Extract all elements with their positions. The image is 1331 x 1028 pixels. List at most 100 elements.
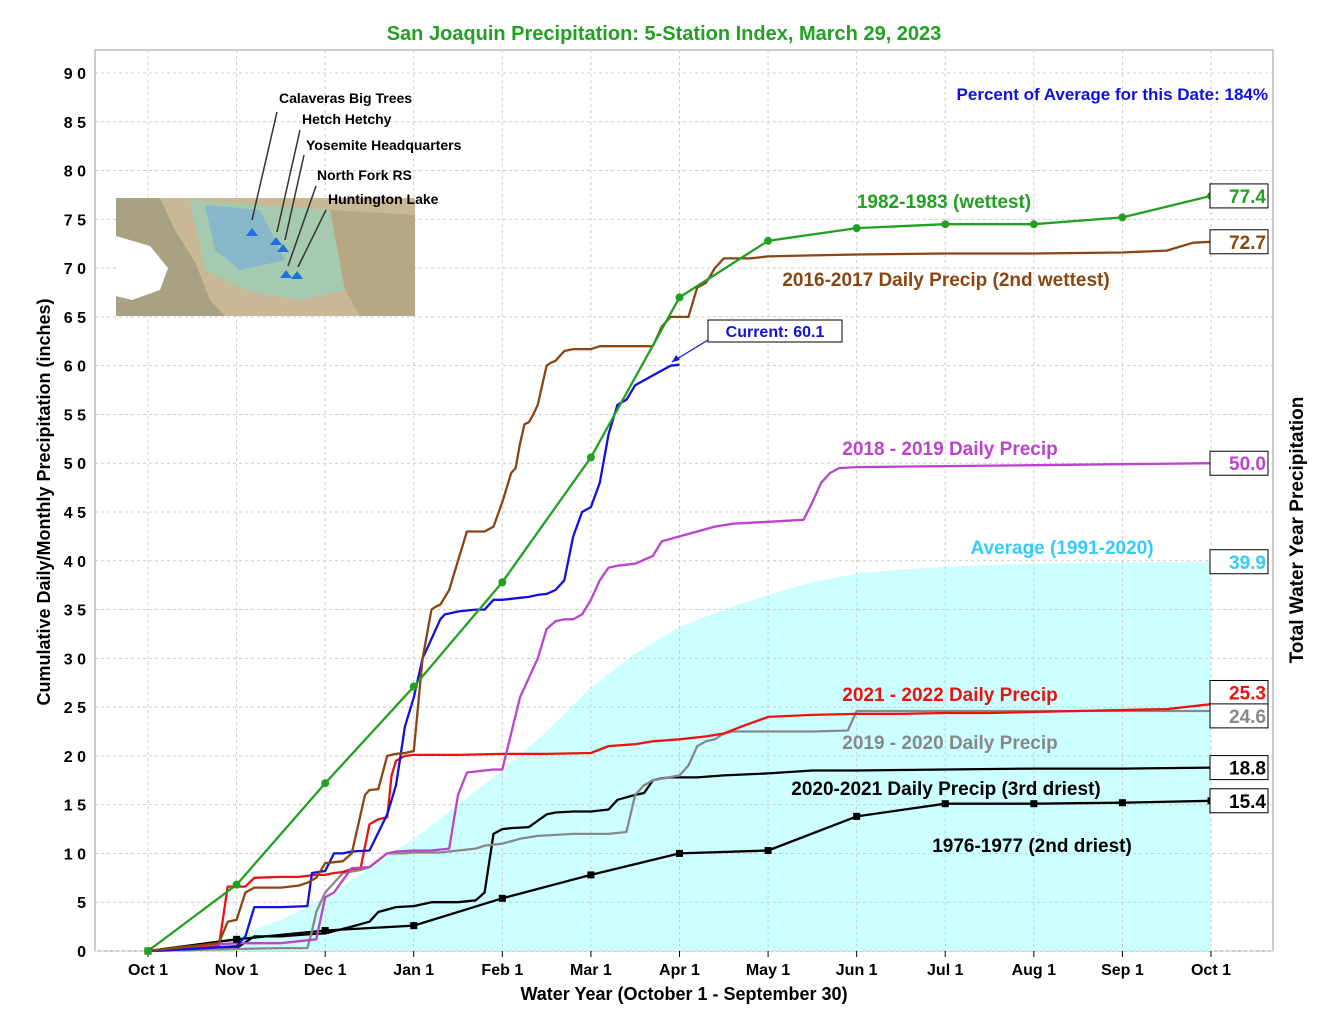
total-value-label: 24.6 bbox=[1229, 707, 1266, 728]
series-label-2020-2021: 2020-2021 Daily Precip (3rd driest) bbox=[791, 779, 1100, 800]
series-label-1976-1977: 1976-1977 (2nd driest) bbox=[932, 836, 1132, 857]
data-point bbox=[498, 894, 506, 902]
y-tick-label: 8 0 bbox=[64, 164, 86, 181]
total-value-label: 15.4 bbox=[1229, 792, 1266, 813]
station-arrow bbox=[297, 209, 327, 268]
total-value-label: 18.8 bbox=[1229, 759, 1266, 780]
map-ocean-bay bbox=[116, 236, 168, 300]
y-tick-label: 4 0 bbox=[64, 554, 86, 571]
total-value-box bbox=[1209, 679, 1269, 705]
station-map: Calaveras Big Trees Hetch Hetchy Yosemit… bbox=[116, 90, 462, 316]
station-label: Huntington Lake bbox=[328, 191, 439, 207]
station-arrow bbox=[284, 154, 305, 241]
total-value-box bbox=[1209, 229, 1269, 255]
y-tick-label: 4 5 bbox=[64, 505, 86, 522]
total-value-label: 39.9 bbox=[1229, 553, 1266, 574]
station-marker-icon bbox=[246, 228, 258, 236]
series-line bbox=[147, 240, 1212, 953]
total-value-label: 77.4 bbox=[1229, 187, 1266, 208]
x-tick-label: Jun 1 bbox=[836, 962, 878, 979]
total-value-box bbox=[1209, 755, 1269, 781]
station-label: Calaveras Big Trees bbox=[279, 90, 412, 106]
data-point bbox=[1118, 799, 1126, 807]
data-point bbox=[1118, 213, 1127, 222]
station-arrow bbox=[287, 185, 317, 267]
data-point bbox=[764, 847, 772, 855]
data-point bbox=[853, 812, 861, 820]
map-watershed bbox=[205, 205, 285, 270]
total-value-box bbox=[1209, 450, 1269, 476]
data-point bbox=[1029, 220, 1038, 229]
data-point bbox=[586, 453, 595, 462]
total-value-box bbox=[1209, 549, 1269, 575]
station-marker-icon bbox=[270, 237, 282, 245]
x-tick-label: Feb 1 bbox=[481, 962, 523, 979]
y-tick-label: 7 5 bbox=[64, 212, 86, 229]
percent-of-average-label: Percent of Average for this Date: 184% bbox=[957, 85, 1268, 104]
current-value-label: Current: 60.1 bbox=[726, 324, 825, 341]
current-pointer-arrowhead bbox=[672, 355, 680, 362]
y-tick-label: 9 0 bbox=[64, 66, 86, 83]
data-point bbox=[764, 236, 773, 245]
data-point bbox=[233, 935, 241, 943]
series-label-2018-2019: 2018 - 2019 Daily Precip bbox=[842, 439, 1057, 460]
series-line bbox=[147, 709, 1211, 953]
x-tick-label: Apr 1 bbox=[659, 962, 700, 979]
y-axis-label: Cumulative Daily/Monthly Precipitation (… bbox=[34, 298, 54, 705]
data-point bbox=[498, 578, 507, 587]
series-label-2021-2022: 2021 - 2022 Daily Precip bbox=[842, 685, 1057, 706]
station-arrow bbox=[251, 111, 278, 221]
total-value-label: 50.0 bbox=[1229, 454, 1266, 475]
y-tick-label: 3 5 bbox=[64, 603, 86, 620]
series-label-2016-2017: 2016-2017 Daily Precip (2nd wettest) bbox=[782, 270, 1109, 291]
data-point bbox=[941, 220, 950, 229]
data-point bbox=[675, 293, 684, 302]
x-tick-label: Jul 1 bbox=[927, 962, 964, 979]
series-label-average: Average (1991-2020) bbox=[970, 538, 1153, 559]
tick-labels-layer: 0 5 1 0 1 5 2 0 2 5 3 0 3 5 4 0 4 5 5 0 5 5 6 0 6 5 7 … bbox=[64, 66, 1231, 979]
series-line bbox=[147, 703, 1212, 953]
station-marker-icon bbox=[291, 271, 303, 279]
series-line bbox=[147, 363, 680, 953]
station-arrow bbox=[276, 129, 301, 233]
y-tick-label: 2 5 bbox=[64, 700, 86, 717]
chart-title: San Joaquin Precipitation: 5-Station Ind… bbox=[387, 23, 942, 45]
x-tick-label: Nov 1 bbox=[215, 962, 259, 979]
map-sierra bbox=[330, 210, 415, 316]
data-point bbox=[587, 871, 595, 879]
series-labels-layer: Percent of Average for this Date: 184% 1… bbox=[671, 85, 1268, 857]
y-tick-label: 1 5 bbox=[64, 798, 86, 815]
y-tick-label: 6 0 bbox=[64, 359, 86, 376]
y-tick-label: 5 5 bbox=[64, 407, 86, 424]
data-point bbox=[409, 682, 418, 691]
station-label: Hetch Hetchy bbox=[302, 111, 392, 127]
y2-axis-label: Total Water Year Precipitation bbox=[1287, 397, 1308, 664]
data-point bbox=[1030, 800, 1038, 808]
data-point bbox=[232, 880, 241, 889]
data-point bbox=[676, 849, 683, 857]
x-tick-label: Aug 1 bbox=[1012, 962, 1057, 979]
series-line bbox=[147, 766, 1212, 953]
series-line bbox=[147, 462, 1212, 953]
x-tick-label: Sep 1 bbox=[1101, 962, 1144, 979]
current-box bbox=[707, 319, 843, 343]
total-value-box bbox=[1209, 788, 1269, 814]
y-tick-label: 8 5 bbox=[64, 115, 86, 132]
y-tick-label: 2 0 bbox=[64, 749, 86, 766]
y-tick-label: 0 bbox=[77, 944, 86, 961]
data-point bbox=[321, 927, 329, 935]
y-tick-label: 7 0 bbox=[64, 261, 86, 278]
total-value-box bbox=[1209, 183, 1269, 209]
y-tick-label: 1 0 bbox=[64, 846, 86, 863]
x-tick-label: Oct 1 bbox=[1191, 962, 1231, 979]
y-tick-label: 3 0 bbox=[64, 651, 86, 668]
x-tick-label: Oct 1 bbox=[128, 962, 168, 979]
data-point bbox=[410, 922, 418, 930]
station-marker-icon bbox=[277, 244, 289, 252]
x-tick-label: Dec 1 bbox=[304, 962, 347, 979]
total-value-box bbox=[1209, 703, 1269, 729]
x-tick-label: Mar 1 bbox=[570, 962, 612, 979]
y-tick-label: 5 bbox=[77, 895, 86, 912]
data-point bbox=[321, 779, 330, 788]
